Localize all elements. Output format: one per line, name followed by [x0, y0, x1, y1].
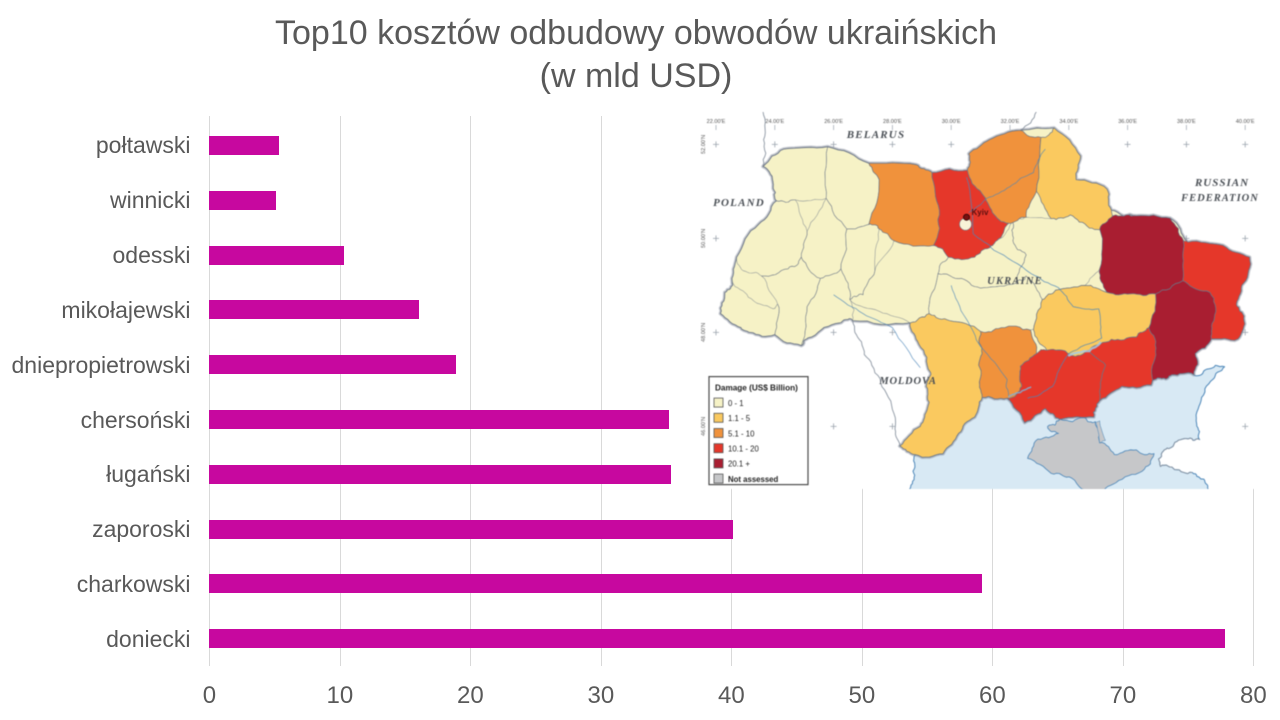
svg-text:0 - 1: 0 - 1 [728, 399, 744, 408]
svg-text:40.00'E: 40.00'E [1236, 119, 1255, 125]
svg-text:24.00'E: 24.00'E [765, 119, 784, 125]
svg-text:RUSSIAN: RUSSIAN [1194, 177, 1249, 189]
svg-text:MOLDOVA: MOLDOVA [878, 376, 936, 387]
svg-text:28.00'E: 28.00'E [883, 119, 902, 125]
svg-text:20.1 +: 20.1 + [728, 460, 750, 469]
svg-text:36.00'E: 36.00'E [1118, 119, 1137, 125]
svg-text:26.00'E: 26.00'E [824, 119, 843, 125]
svg-text:UKRAINE: UKRAINE [987, 276, 1043, 287]
svg-text:52.00'N: 52.00'N [701, 135, 707, 154]
svg-text:38.00'E: 38.00'E [1177, 119, 1196, 125]
svg-text:Damage (US$ Billion): Damage (US$ Billion) [715, 384, 798, 393]
svg-text:POLAND: POLAND [713, 197, 765, 209]
svg-text:BELARUS: BELARUS [846, 129, 906, 141]
svg-text:46.00'N: 46.00'N [701, 417, 707, 436]
svg-text:50.00'N: 50.00'N [701, 229, 707, 248]
svg-text:30.00'E: 30.00'E [942, 119, 961, 125]
svg-text:Not assessed: Not assessed [728, 475, 779, 484]
svg-text:FEDERATION: FEDERATION [1180, 193, 1259, 204]
svg-text:5.1 - 10: 5.1 - 10 [728, 429, 755, 438]
svg-text:10.1 - 20: 10.1 - 20 [728, 445, 759, 454]
svg-text:32.00'E: 32.00'E [1001, 119, 1020, 125]
svg-text:22.00'E: 22.00'E [707, 119, 726, 125]
svg-text:34.00'E: 34.00'E [1059, 119, 1078, 125]
svg-text:Kyiv: Kyiv [972, 208, 989, 217]
svg-text:48.00'N: 48.00'N [701, 323, 707, 342]
svg-text:1.1 - 5: 1.1 - 5 [728, 414, 751, 423]
